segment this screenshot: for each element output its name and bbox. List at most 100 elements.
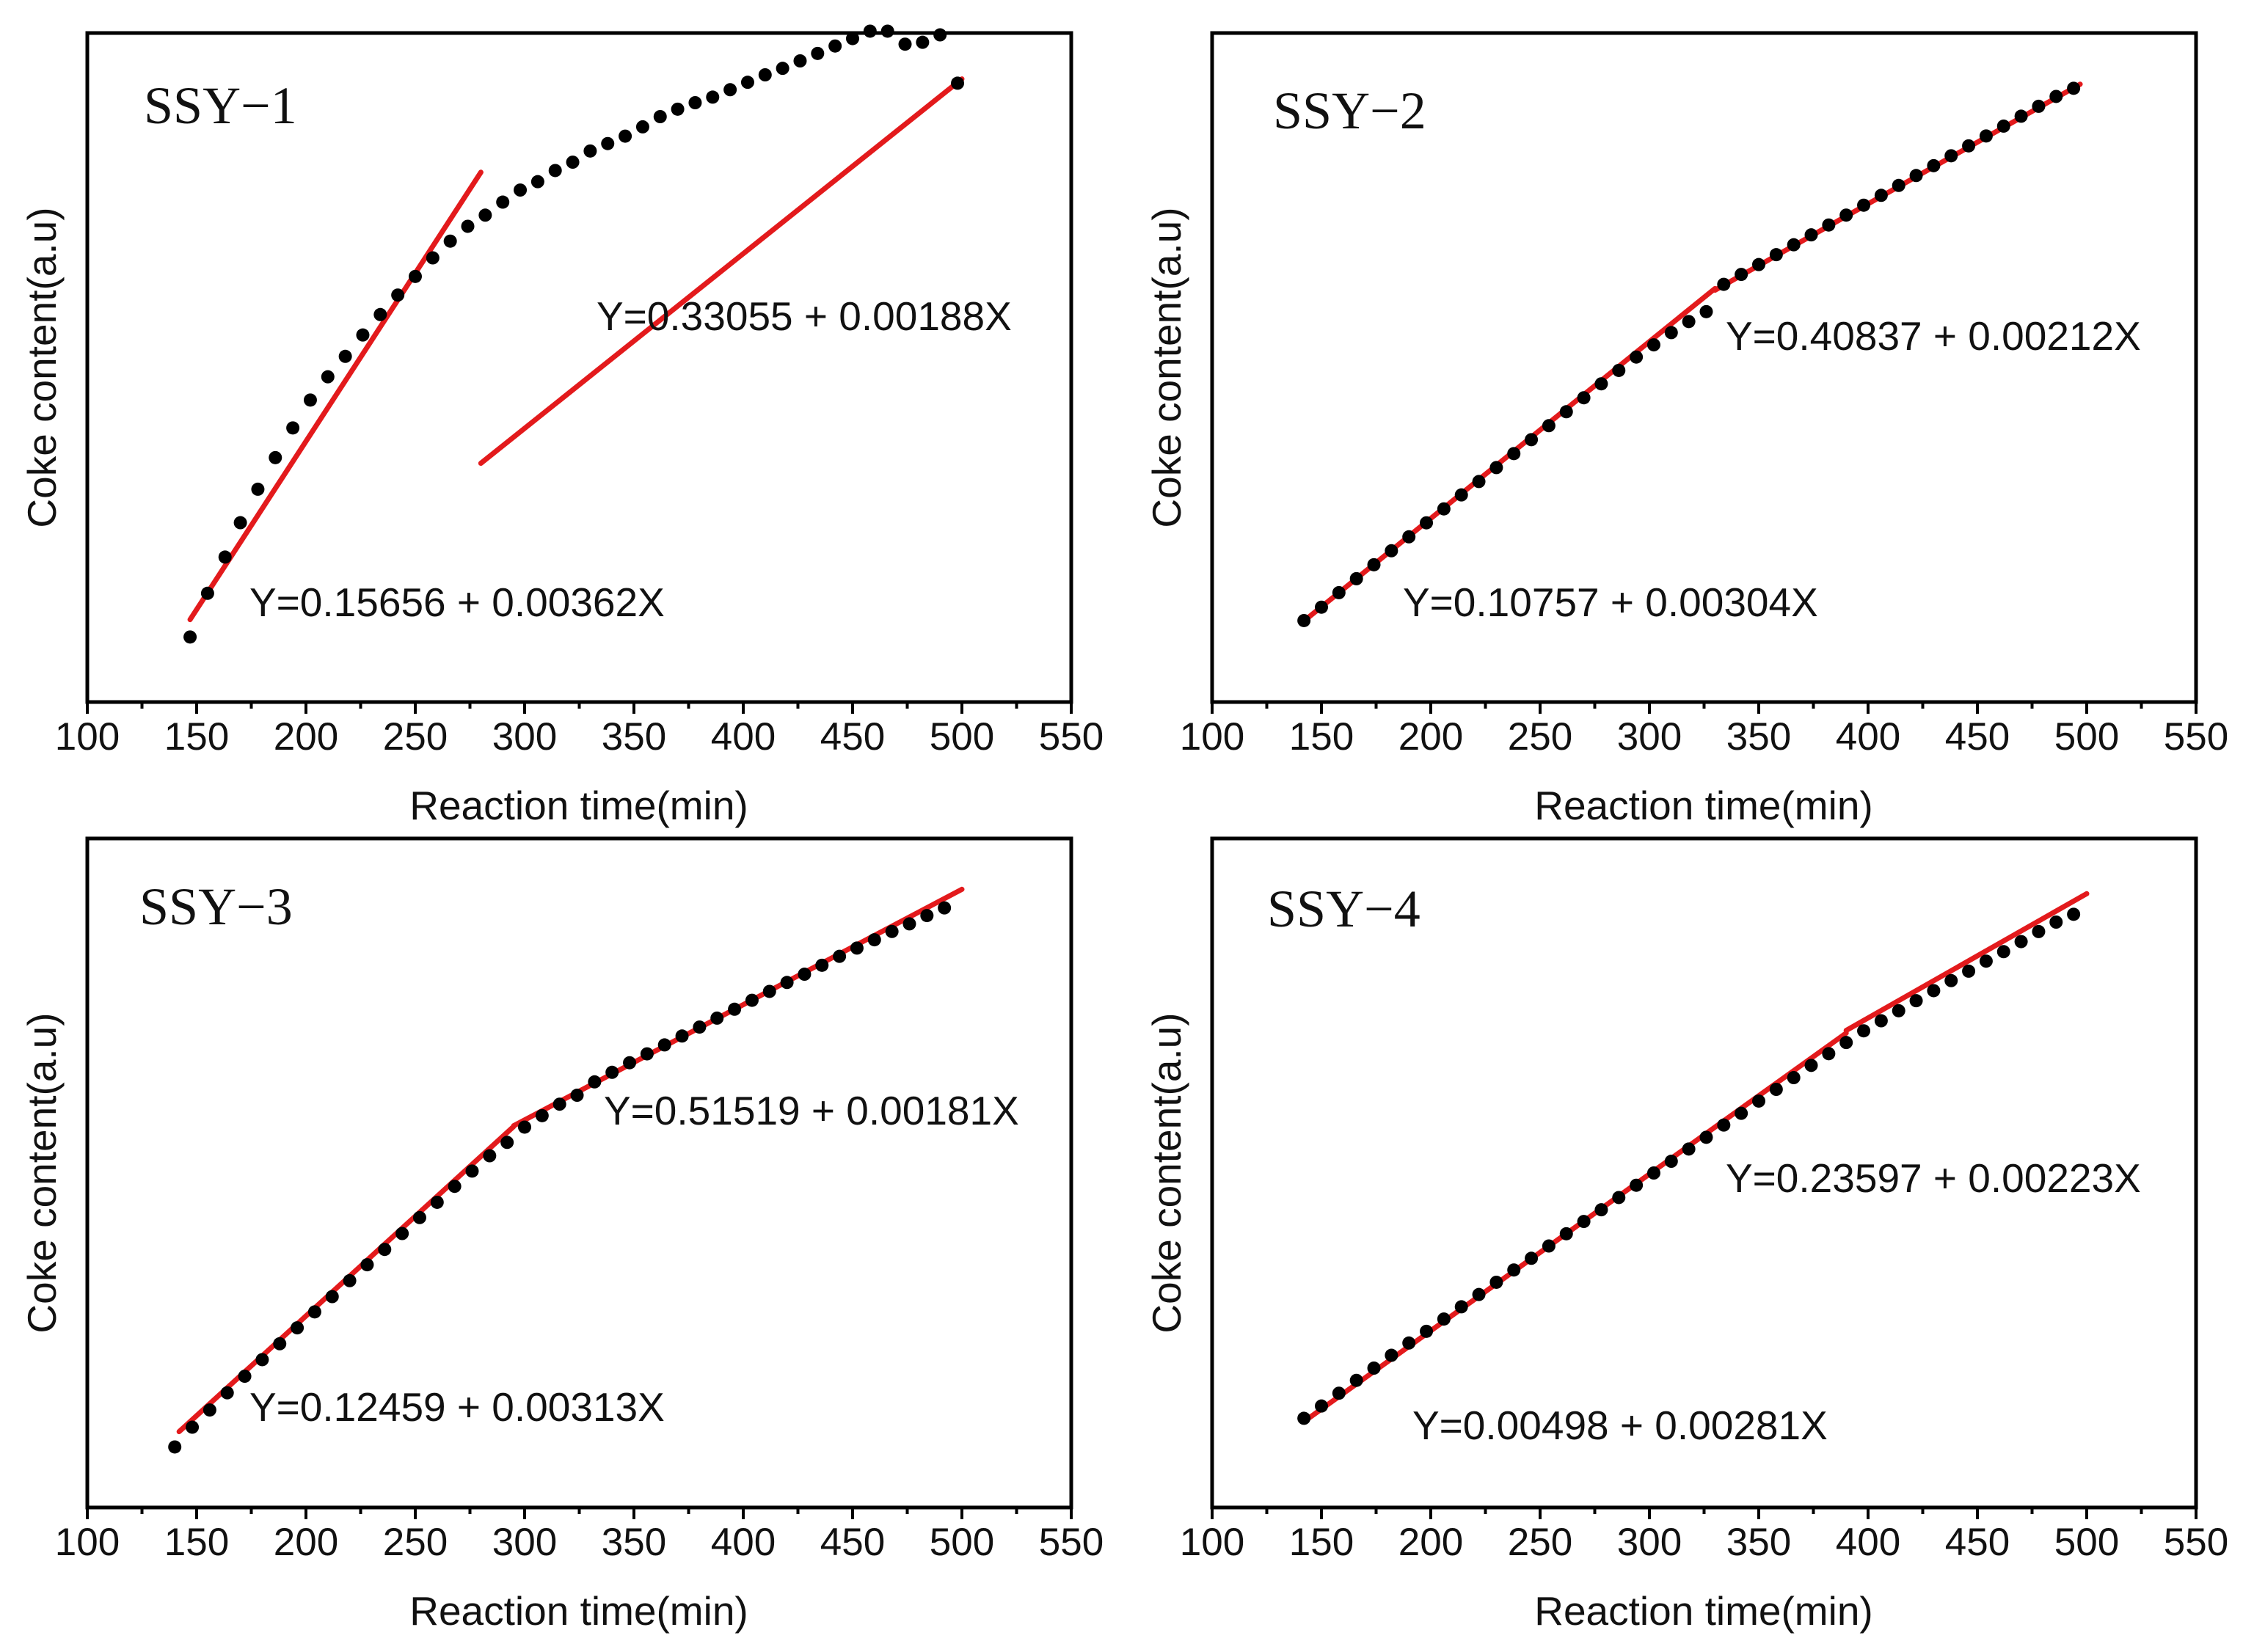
- x-axis-label: Reaction time(min): [1534, 783, 1873, 828]
- data-point: [360, 1258, 374, 1272]
- data-point: [514, 183, 528, 197]
- panel-ssy-2: SSY−2 100 150 200 250 300 350 400 450 500 550 Y=0…: [1144, 31, 2228, 828]
- data-point: [1577, 391, 1591, 405]
- data-points: [168, 901, 952, 1454]
- x-tick-label: 100: [55, 715, 120, 759]
- data-point: [2014, 109, 2028, 123]
- data-point: [1787, 238, 1801, 252]
- data-point: [303, 393, 317, 407]
- data-point: [1874, 189, 1888, 202]
- fit-equation-early: Y=0.00498 + 0.00281X: [1412, 1403, 1828, 1448]
- data-point: [885, 924, 899, 938]
- x-tick-label: 500: [2054, 715, 2119, 759]
- x-tick-label: 100: [55, 1521, 120, 1564]
- data-point: [443, 234, 457, 248]
- data-point: [1646, 338, 1660, 352]
- data-point: [321, 370, 335, 384]
- data-point: [1927, 984, 1941, 998]
- data-point: [1507, 447, 1521, 461]
- x-axis-label: Reaction time(min): [409, 783, 748, 828]
- data-point: [1420, 516, 1434, 530]
- data-point: [395, 1227, 409, 1240]
- data-point: [938, 901, 952, 915]
- data-point: [1787, 1071, 1801, 1085]
- data-point: [233, 516, 247, 530]
- fit-line-segment: [187, 169, 484, 623]
- data-point: [2067, 907, 2081, 921]
- data-point: [675, 1029, 689, 1043]
- data-points: [1297, 81, 2081, 627]
- data-point: [653, 110, 667, 123]
- x-ticks: 100 150 200 250 300 350 400 450 500 550: [55, 1507, 1104, 1564]
- data-point: [200, 586, 214, 600]
- data-point: [710, 1011, 724, 1025]
- data-point: [2049, 915, 2063, 929]
- x-ticks: 100 150 200 250 300 350 400 450 500 550: [1180, 702, 2228, 759]
- x-tick-label: 300: [492, 715, 557, 759]
- data-point: [448, 1180, 462, 1194]
- x-tick-label: 200: [1398, 715, 1463, 759]
- x-tick-label: 400: [1836, 715, 1900, 759]
- x-tick-label: 550: [1039, 715, 1104, 759]
- data-point: [951, 76, 965, 90]
- data-point: [1699, 1130, 1713, 1144]
- data-point: [1385, 544, 1398, 558]
- data-point: [1646, 1166, 1660, 1180]
- x-tick-label: 300: [1617, 715, 1682, 759]
- data-point: [1717, 1118, 1731, 1132]
- data-point: [776, 62, 789, 76]
- fit-equation-early: Y=0.12459 + 0.00313X: [249, 1384, 665, 1430]
- data-point: [1454, 488, 1468, 502]
- x-tick-label: 550: [2164, 715, 2228, 759]
- data-point: [1472, 475, 1486, 489]
- y-axis-label: Coke content(a.u): [19, 1012, 65, 1333]
- data-point: [570, 1089, 584, 1103]
- x-tick-label: 450: [1945, 715, 2010, 759]
- data-point: [1349, 571, 1363, 585]
- data-point: [2032, 924, 2046, 938]
- data-point: [619, 129, 632, 143]
- fit-equation-late: Y=0.23597 + 0.00223X: [1726, 1155, 2141, 1201]
- fit-lines: [176, 886, 965, 1435]
- data-point: [793, 54, 807, 67]
- data-point: [1962, 139, 1976, 153]
- x-tick-label: 300: [492, 1521, 557, 1564]
- data-point: [218, 550, 232, 564]
- data-point: [500, 1136, 514, 1150]
- x-tick-label: 450: [1945, 1521, 2010, 1564]
- data-point: [566, 156, 580, 169]
- data-point: [1839, 1036, 1853, 1050]
- data-point: [1699, 304, 1713, 318]
- data-point: [1996, 119, 2010, 133]
- data-point: [1752, 1094, 1765, 1108]
- data-point: [465, 1164, 479, 1178]
- data-point: [688, 96, 702, 109]
- x-tick-label: 550: [1039, 1521, 1104, 1564]
- x-tick-label: 350: [1726, 715, 1791, 759]
- panel-title: SSY−3: [139, 877, 293, 936]
- data-point: [867, 933, 881, 947]
- data-point: [1664, 1155, 1678, 1169]
- x-tick-label: 350: [602, 715, 666, 759]
- x-tick-label: 400: [711, 715, 776, 759]
- data-point: [461, 219, 475, 233]
- data-point: [1735, 268, 1748, 282]
- data-point: [1385, 1348, 1398, 1362]
- data-point: [706, 90, 720, 104]
- data-point: [920, 909, 934, 923]
- data-point: [343, 1273, 357, 1287]
- data-point: [483, 1149, 497, 1163]
- data-point: [798, 968, 812, 982]
- data-point: [1402, 530, 1416, 544]
- data-point: [828, 39, 842, 53]
- data-point: [1664, 326, 1678, 340]
- data-point: [1892, 178, 1905, 192]
- data-point: [1594, 1203, 1608, 1217]
- data-point: [478, 208, 492, 222]
- data-point: [255, 1353, 269, 1367]
- data-point: [1682, 1142, 1696, 1156]
- data-point: [1332, 585, 1346, 599]
- x-tick-label: 200: [274, 1521, 338, 1564]
- data-point: [1857, 198, 1871, 212]
- data-point: [373, 307, 387, 321]
